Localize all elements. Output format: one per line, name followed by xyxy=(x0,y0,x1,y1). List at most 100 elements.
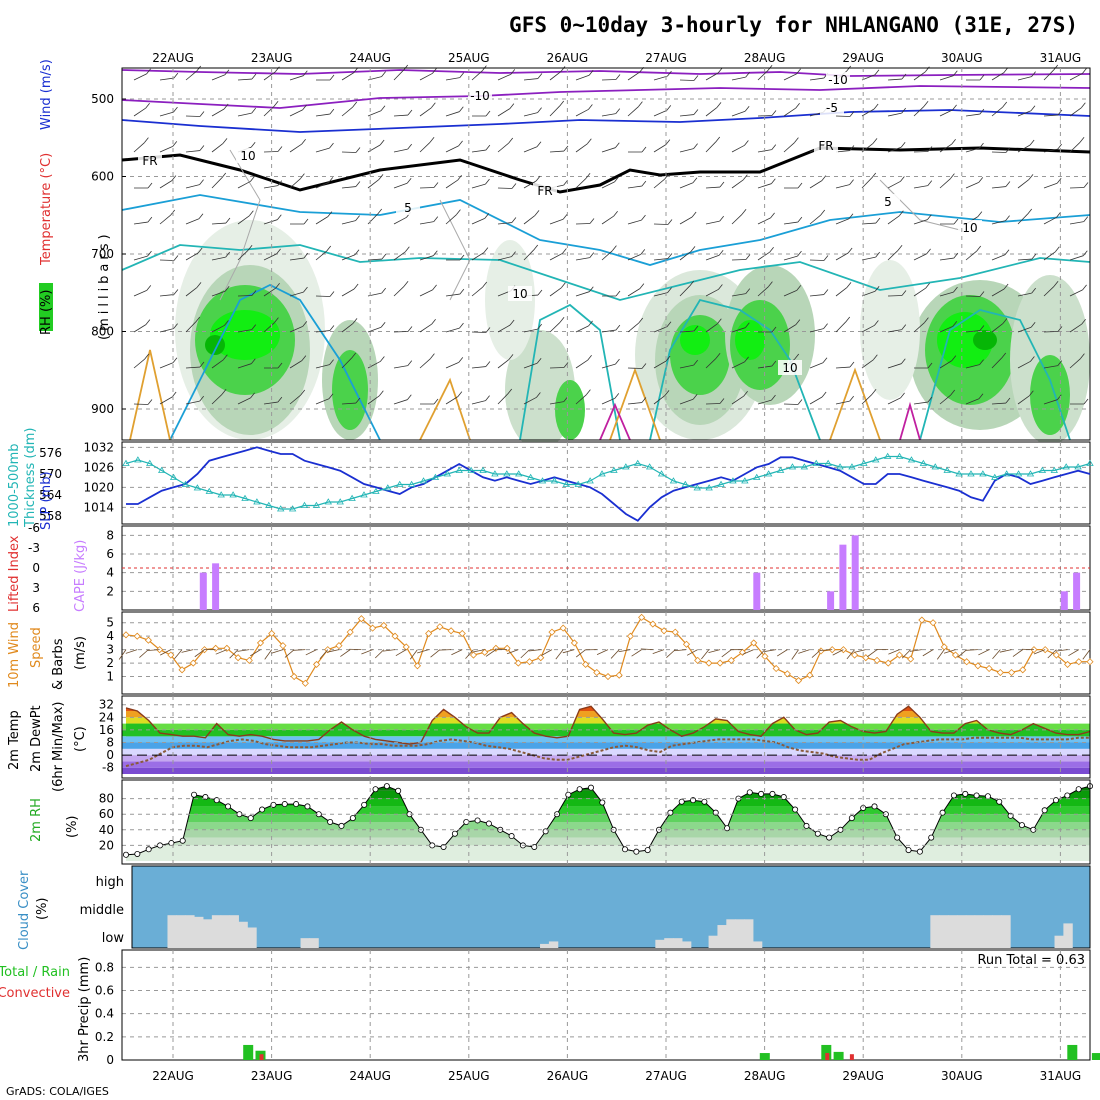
wind-barb-flag xyxy=(665,355,671,362)
millibars-label: (millibars) xyxy=(97,230,112,340)
wind-marker xyxy=(1007,668,1016,677)
wind-barb xyxy=(731,145,745,153)
wind-barb-flag xyxy=(667,70,672,77)
precip-total-bar xyxy=(1091,1053,1100,1060)
wind-barb xyxy=(1069,323,1082,333)
wind-barb xyxy=(991,72,1005,81)
wind-barb-flag xyxy=(849,395,855,402)
wind-barb xyxy=(999,649,1012,653)
temp-line xyxy=(125,705,1091,745)
thickness-marker xyxy=(741,477,749,484)
cape-bar xyxy=(827,591,835,610)
wind-barb-flag xyxy=(431,318,436,325)
wind-barb xyxy=(575,257,590,261)
thickness-marker xyxy=(788,463,797,470)
wind-barb xyxy=(653,109,667,117)
wind-barb xyxy=(1043,217,1057,225)
rh-marker xyxy=(327,819,334,826)
wind-marker xyxy=(223,644,231,652)
wind-barb-flag xyxy=(664,390,670,396)
wind-barb-flag xyxy=(250,392,255,399)
thickness-marker xyxy=(645,463,654,470)
wind-barb xyxy=(211,325,225,333)
thickness-marker xyxy=(146,459,154,466)
wind-barb xyxy=(939,178,951,189)
wind-marker xyxy=(638,613,646,621)
thickness-line xyxy=(125,455,1091,510)
wind-marker xyxy=(649,620,657,628)
wind-barb xyxy=(174,649,183,660)
rh-marker xyxy=(894,834,901,841)
wind-marker xyxy=(245,656,253,664)
wind-barb-flag xyxy=(459,254,465,261)
credit: GrADS: COLA/IGES xyxy=(6,1085,109,1098)
wind-barb xyxy=(289,394,301,405)
wind-barb-flag xyxy=(979,291,985,297)
cloud-low-bar xyxy=(992,915,1002,948)
wind-barb xyxy=(393,365,408,369)
wind-barb xyxy=(341,72,355,81)
wind-barb xyxy=(731,110,746,117)
wind-barb-flag xyxy=(901,290,907,296)
wind-barb xyxy=(835,321,847,333)
wind-barb-flag xyxy=(147,182,153,189)
wind-barb-flag xyxy=(485,395,490,401)
thickness-marker xyxy=(943,466,951,473)
cape-bar xyxy=(212,563,220,610)
thickness-marker xyxy=(134,456,142,463)
wind-barb xyxy=(783,221,798,225)
cloud-side-labels: Cloud Cover (%) xyxy=(17,870,50,950)
cloud-low-bar xyxy=(211,915,222,948)
wind-barb xyxy=(419,255,434,261)
wind-barb xyxy=(913,287,926,297)
wind-barb-flag xyxy=(976,245,982,252)
cloud-low-bar xyxy=(983,915,993,948)
wind-barb-flag xyxy=(979,74,985,81)
wind-barb xyxy=(185,150,200,153)
wind-barb xyxy=(1043,251,1056,261)
precip-conv-bar xyxy=(259,1054,264,1060)
wind-barb-flag xyxy=(874,285,880,292)
wind-barb xyxy=(939,143,952,153)
wind-barb-flag xyxy=(979,359,984,365)
wind-barb xyxy=(237,112,252,117)
wind-barb-flag xyxy=(587,138,592,145)
wind-barb xyxy=(887,146,902,153)
wind-barb xyxy=(652,649,665,654)
wind-barb xyxy=(419,323,432,333)
wind-barb xyxy=(305,649,317,656)
wind-barb xyxy=(1017,326,1032,333)
wind-barb xyxy=(263,71,276,81)
wind-barb-flag xyxy=(563,145,569,152)
cape-tick: 6 xyxy=(106,547,114,561)
wind-barb xyxy=(263,106,275,117)
wind-barb xyxy=(185,218,200,225)
wind-barb xyxy=(471,252,485,261)
wind-barb-flag xyxy=(147,250,152,257)
wind-barb xyxy=(575,178,587,189)
wind-barb-flag xyxy=(667,219,673,225)
wind-barb-flag xyxy=(352,318,358,324)
wind-barb xyxy=(640,648,653,651)
wind-tick: 4 xyxy=(106,629,114,643)
thickness-marker xyxy=(824,459,832,466)
wind-barb-flag xyxy=(223,354,228,361)
wind-barb xyxy=(315,398,330,405)
wind-barb-flag xyxy=(849,111,855,117)
wind-barb-flag xyxy=(614,393,620,399)
wind-barb xyxy=(679,148,694,153)
thickness-marker xyxy=(217,491,225,498)
wind-barb xyxy=(341,186,356,189)
wind-barb xyxy=(757,286,769,297)
wind-barb xyxy=(653,326,668,333)
wind-barb-flag xyxy=(277,214,282,220)
wind-barb-flag xyxy=(901,73,907,80)
rh-marker xyxy=(485,820,492,827)
wind-barb xyxy=(783,142,795,153)
wind-barb-flag xyxy=(327,211,333,217)
wind-barb xyxy=(809,362,824,369)
thickness-marker xyxy=(693,484,701,491)
thickness-marker xyxy=(122,459,130,466)
rh-marker xyxy=(1075,786,1082,793)
wind-barb-flag xyxy=(380,105,386,112)
